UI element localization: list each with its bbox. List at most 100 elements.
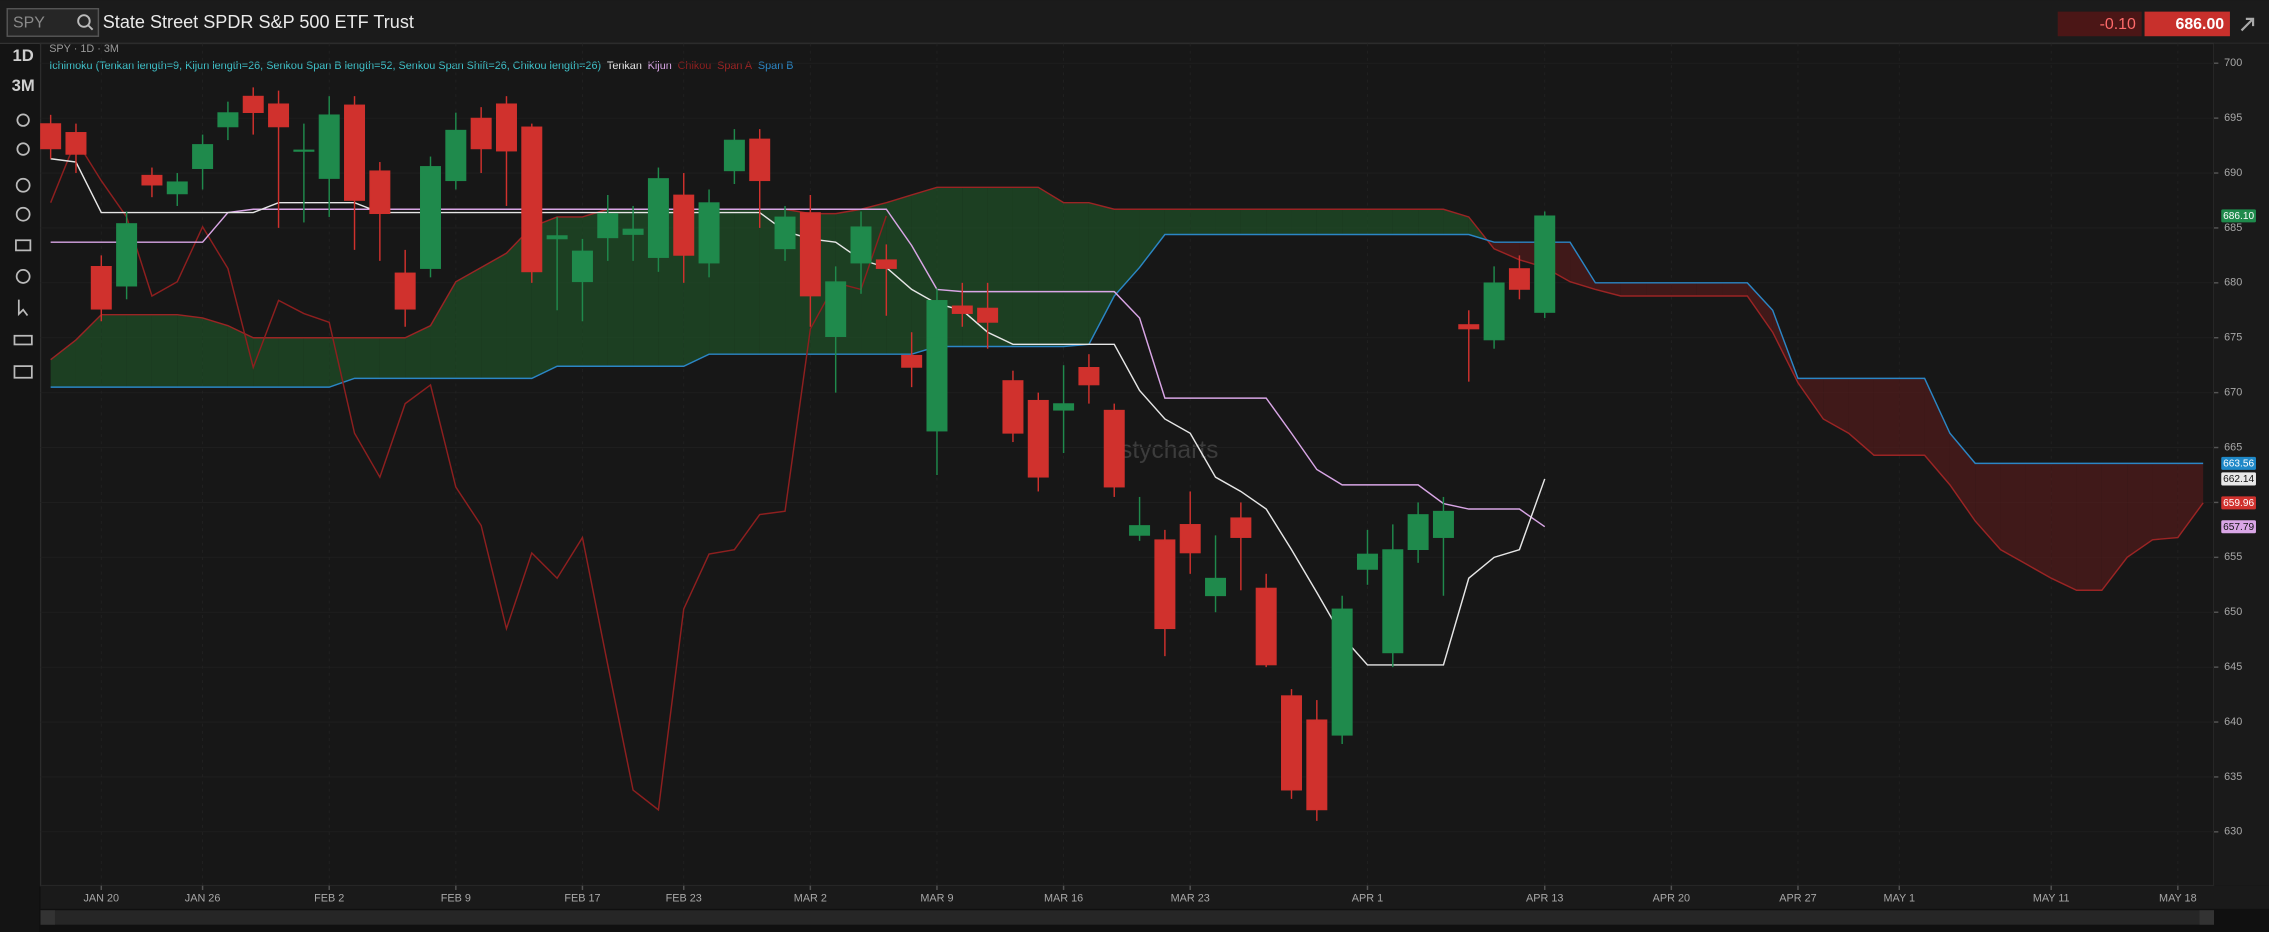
candle-body xyxy=(1407,514,1429,551)
candle-body xyxy=(1103,409,1125,488)
candle-body xyxy=(749,138,771,182)
symbol-search[interactable] xyxy=(6,8,100,37)
search-icon[interactable] xyxy=(77,14,91,28)
candle-body xyxy=(1053,403,1075,411)
range-button[interactable]: 3M xyxy=(12,76,35,95)
price-change: -0.10 xyxy=(2100,16,2136,33)
cloud xyxy=(1342,209,1368,235)
candle-body xyxy=(825,281,847,337)
candle-body xyxy=(1129,525,1151,536)
x-tick-label: APR 1 xyxy=(1352,893,1383,905)
cloud xyxy=(1367,209,1393,235)
candle-body xyxy=(1331,608,1353,736)
candle-body xyxy=(1483,282,1505,341)
price-tag xyxy=(2221,209,2256,223)
candle-body xyxy=(166,181,188,195)
price-tag-label: 663.56 xyxy=(2223,458,2254,469)
cloud xyxy=(987,187,1013,347)
y-tick-label: 635 xyxy=(2224,771,2242,783)
y-tick-label: 680 xyxy=(2224,277,2242,289)
y-tick-label: 645 xyxy=(2224,661,2242,673)
x-tick-label: APR 13 xyxy=(1526,893,1563,905)
cloud xyxy=(177,314,203,388)
candle-body xyxy=(901,354,923,368)
cloud xyxy=(557,216,583,367)
toolbar xyxy=(0,44,40,932)
cloud xyxy=(1671,282,1697,297)
legend-entry: Chikou xyxy=(678,60,712,72)
plot-area xyxy=(39,42,2215,887)
cloud xyxy=(2177,463,2204,538)
cloud xyxy=(1266,209,1292,235)
compare-icon[interactable] xyxy=(15,206,31,222)
cloud xyxy=(1038,187,1064,347)
cloud xyxy=(1620,282,1647,297)
x-tick-label: MAR 9 xyxy=(920,893,953,905)
cloud xyxy=(1215,209,1241,235)
layout-icon[interactable] xyxy=(13,334,33,346)
scroll-left[interactable] xyxy=(40,910,55,925)
x-tick-label: JAN 26 xyxy=(185,893,221,905)
cloud xyxy=(2127,463,2153,558)
security-name: State Street SPDR S&P 500 ETF Trust xyxy=(103,12,414,32)
candle-body xyxy=(1281,695,1302,791)
cloud xyxy=(1595,282,1621,297)
legend-entry: Span B xyxy=(758,60,794,72)
change-box xyxy=(2057,11,2142,37)
candle-body xyxy=(850,226,872,264)
candle-body xyxy=(116,223,138,287)
cloud xyxy=(1899,378,1925,456)
candle-body xyxy=(926,300,948,432)
candle-body xyxy=(546,235,568,240)
y-tick-label: 700 xyxy=(2224,57,2242,69)
cloud xyxy=(1949,433,1976,522)
symbol-input[interactable]: SPY xyxy=(13,14,45,31)
candle-body xyxy=(597,213,619,239)
cloud xyxy=(50,339,76,388)
zoom-out-icon[interactable] xyxy=(16,142,30,156)
cloud xyxy=(582,209,608,367)
cloud xyxy=(734,209,760,355)
cloud xyxy=(303,337,330,388)
price-tag xyxy=(2221,456,2256,470)
candle-body xyxy=(293,149,315,152)
chart-type-icon[interactable] xyxy=(15,239,32,252)
scroll-right[interactable] xyxy=(2199,910,2215,925)
toolbar-icons xyxy=(13,113,33,379)
cloud xyxy=(2000,463,2026,564)
folder-icon[interactable] xyxy=(13,365,33,379)
cloud xyxy=(1823,378,1849,434)
cloud xyxy=(1139,209,1165,268)
price-tag-label: 659.96 xyxy=(2223,498,2254,509)
candle-body xyxy=(1255,587,1277,666)
zoom-in-icon[interactable] xyxy=(16,113,30,127)
indicator-line xyxy=(50,208,1546,528)
candle-body xyxy=(344,104,366,201)
settings-icon[interactable] xyxy=(15,269,31,284)
cursor-icon[interactable] xyxy=(17,299,29,317)
indicator-line xyxy=(50,186,2204,591)
indicator-line xyxy=(49,138,888,812)
indicator-icon[interactable] xyxy=(15,177,31,193)
cloud xyxy=(1088,202,1115,345)
y-tick-label: 695 xyxy=(2224,112,2242,124)
cloud xyxy=(151,314,178,388)
candle-body xyxy=(977,307,999,323)
candle-body xyxy=(141,174,163,186)
candle-body xyxy=(774,216,796,250)
candle-body xyxy=(1078,367,1100,386)
candle-body xyxy=(217,112,239,128)
popout-icon[interactable] xyxy=(2240,17,2255,32)
legend-entry: Tenkan xyxy=(607,60,642,72)
interval-button[interactable]: 1D xyxy=(13,46,34,65)
scrollbar[interactable] xyxy=(40,910,2215,925)
candle-body xyxy=(1205,577,1227,597)
price-tag-label: 686.10 xyxy=(2223,211,2254,222)
candle-body xyxy=(1027,399,1049,478)
cloud xyxy=(126,314,152,388)
y-tick-label: 650 xyxy=(2224,606,2242,618)
cloud xyxy=(1012,187,1039,347)
cloud xyxy=(379,337,406,379)
candle-body xyxy=(268,103,290,128)
